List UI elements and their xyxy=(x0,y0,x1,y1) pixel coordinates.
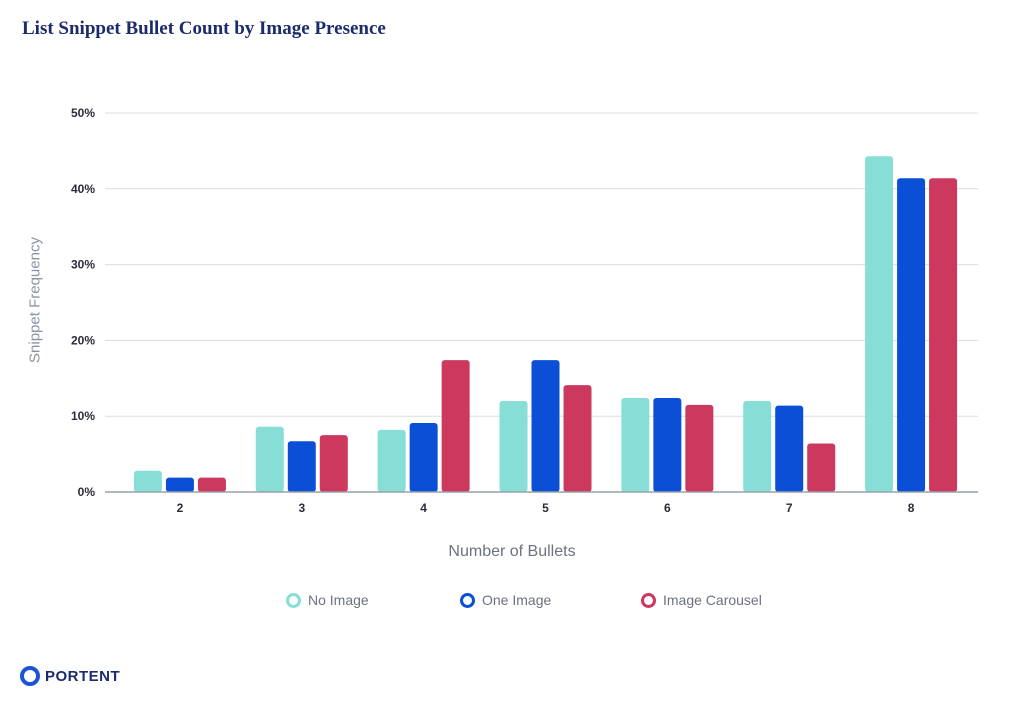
y-axis-label: Snippet Frequency xyxy=(26,237,44,363)
x-tick-label: 8 xyxy=(908,501,915,515)
bar xyxy=(685,404,714,492)
y-tick-label: 20% xyxy=(71,333,95,347)
bar xyxy=(563,385,592,492)
y-tick-label: 30% xyxy=(71,258,95,272)
legend-label: Image Carousel xyxy=(663,592,762,608)
bar xyxy=(775,405,804,492)
bar xyxy=(319,435,348,492)
legend-item-image-carousel: Image Carousel xyxy=(641,592,762,608)
x-axis-label: Number of Bullets xyxy=(448,543,576,560)
y-tick-label: 50% xyxy=(71,106,95,120)
bar xyxy=(653,398,682,492)
legend-label: One Image xyxy=(482,592,552,608)
logo-ring-icon xyxy=(20,666,40,686)
bar xyxy=(499,401,528,492)
legend-item-no-image: No Image xyxy=(286,592,369,608)
bar xyxy=(197,477,226,492)
bar xyxy=(133,470,162,492)
x-tick-label: 7 xyxy=(786,501,793,515)
legend-swatch xyxy=(286,592,301,608)
y-tick-label: 10% xyxy=(71,409,95,423)
bar xyxy=(287,441,316,492)
bar xyxy=(531,360,560,492)
bar xyxy=(255,426,284,492)
bar xyxy=(897,178,926,493)
legend-label: No Image xyxy=(308,592,369,608)
legend: No Image One Image Image Carousel xyxy=(0,592,1024,612)
logo-text: PORTENT xyxy=(45,667,121,685)
bar xyxy=(807,443,836,492)
bar xyxy=(165,477,194,492)
x-tick-label: 2 xyxy=(177,501,184,515)
x-tick-label: 4 xyxy=(420,501,427,515)
y-tick-label: 0% xyxy=(78,485,96,499)
x-tick-label: 5 xyxy=(542,501,549,515)
portent-logo: PORTENT xyxy=(20,666,120,686)
bar xyxy=(441,360,470,492)
chart-title: List Snippet Bullet Count by Image Prese… xyxy=(22,18,386,39)
legend-item-one-image: One Image xyxy=(460,592,551,608)
bar xyxy=(621,398,650,492)
bar xyxy=(743,401,772,492)
bar xyxy=(929,178,958,493)
x-tick-label: 3 xyxy=(298,501,305,515)
bar xyxy=(865,156,894,492)
legend-swatch xyxy=(460,592,475,608)
bar xyxy=(377,429,406,492)
bar xyxy=(409,423,438,492)
x-tick-label: 6 xyxy=(664,501,671,515)
legend-swatch xyxy=(641,592,656,608)
y-tick-label: 40% xyxy=(71,182,95,196)
